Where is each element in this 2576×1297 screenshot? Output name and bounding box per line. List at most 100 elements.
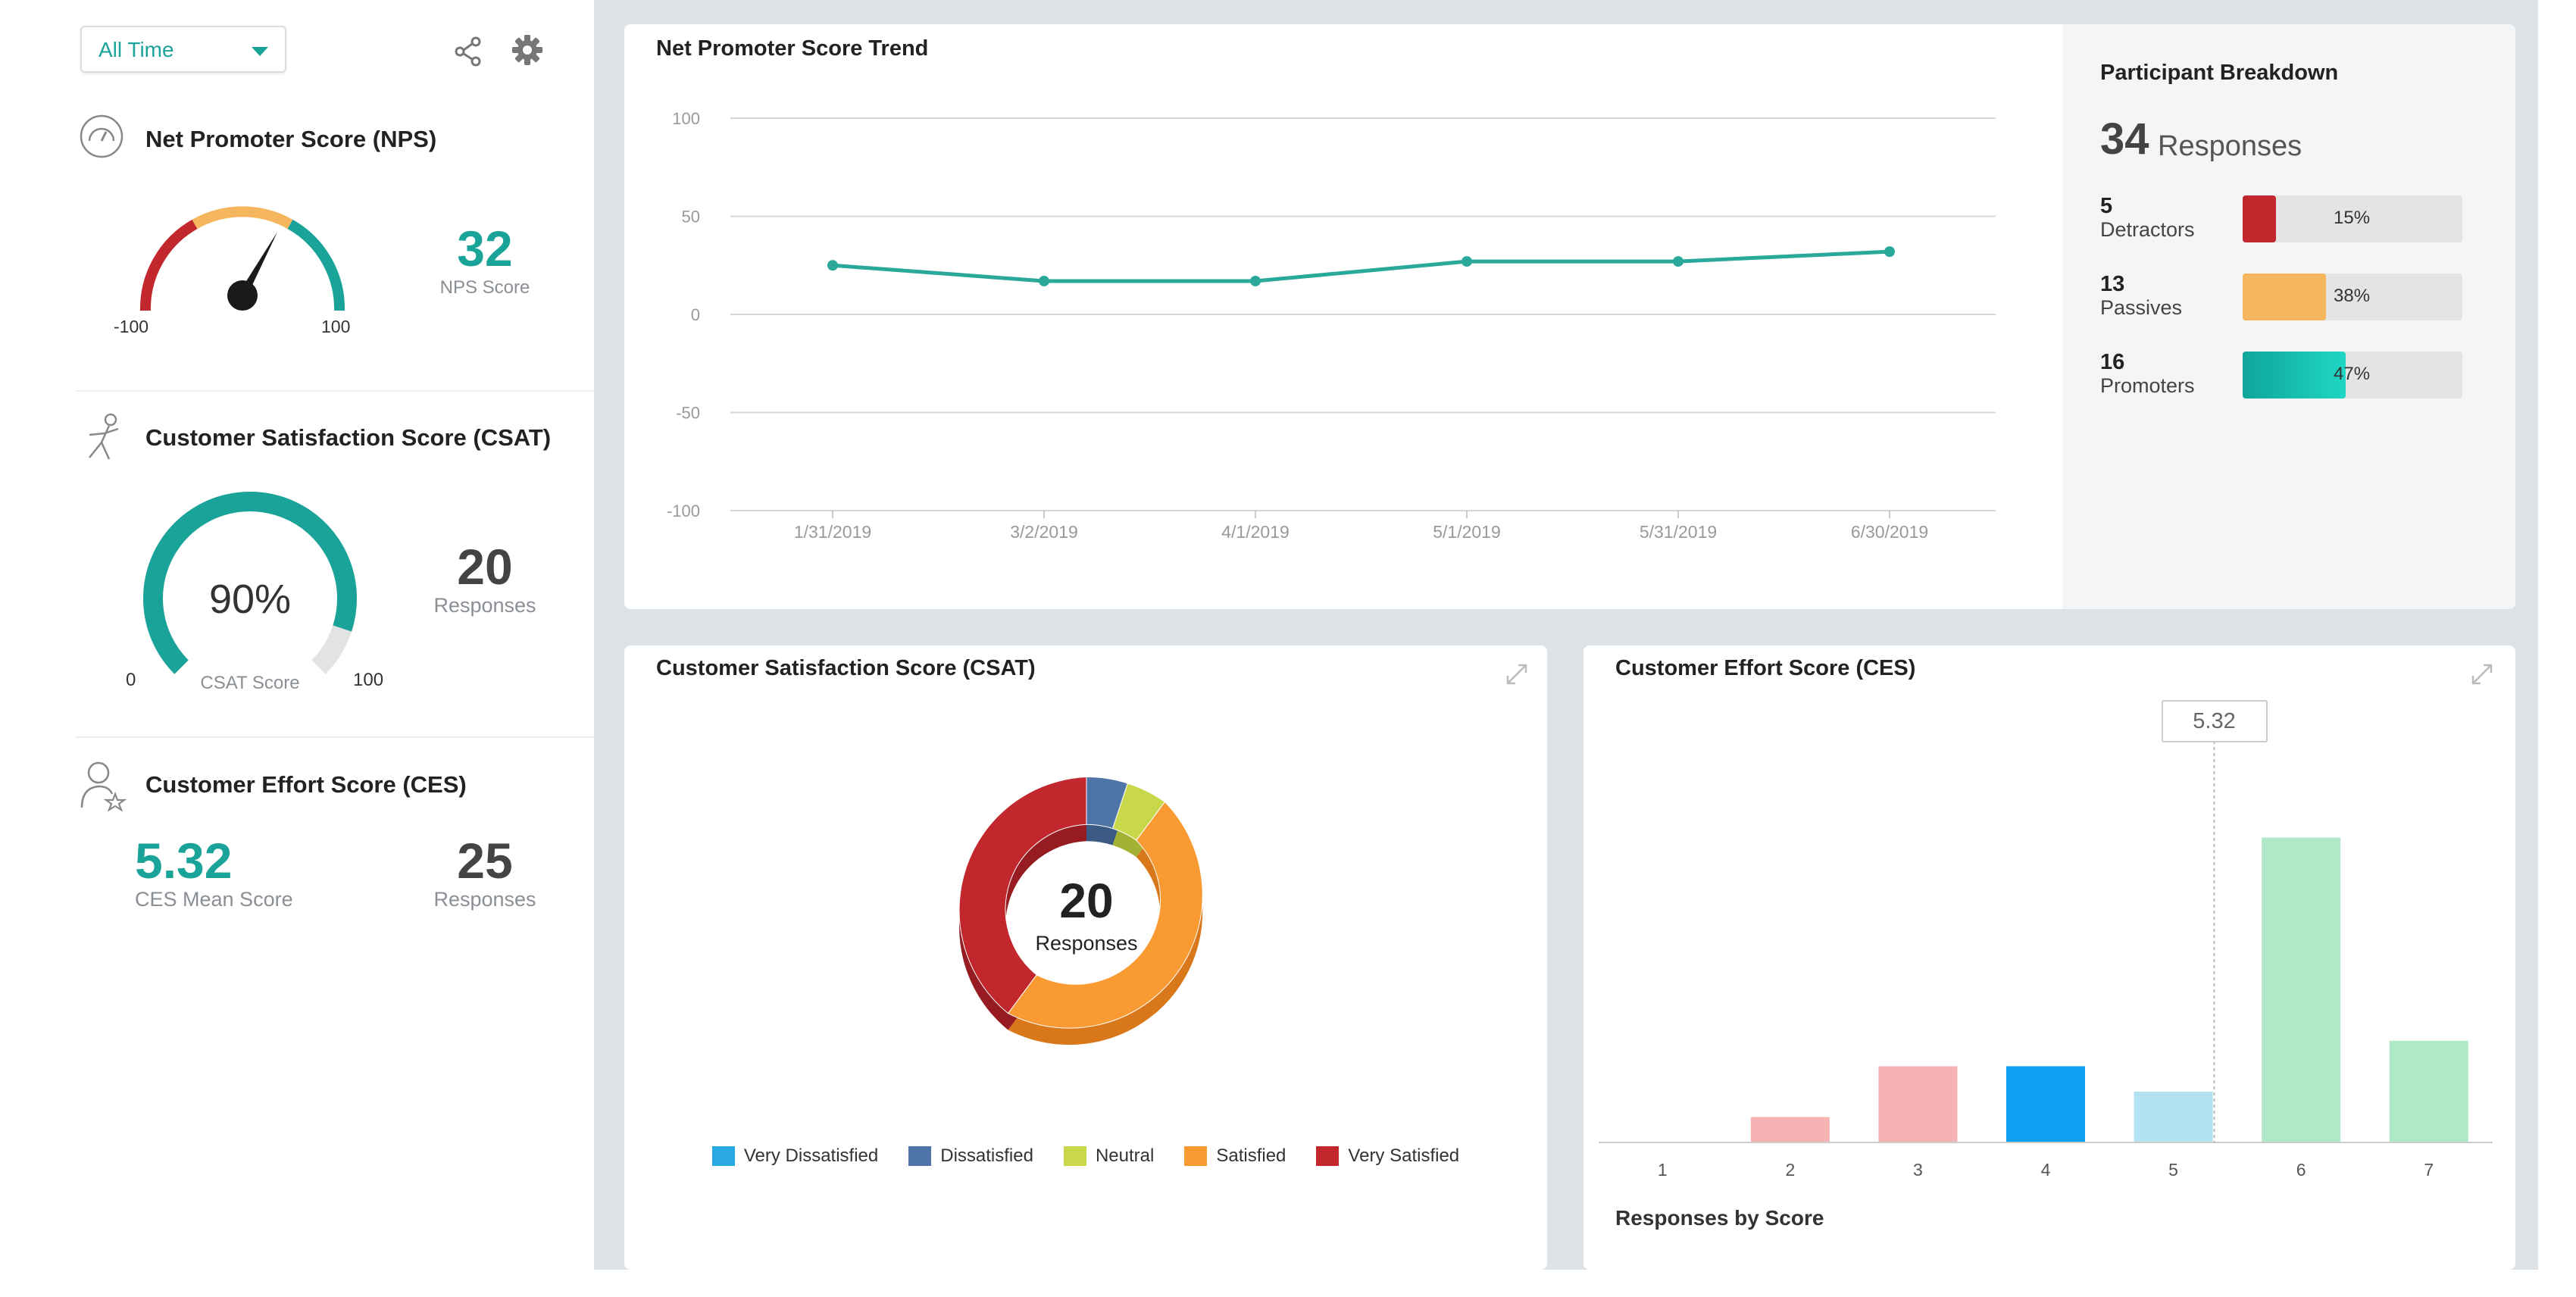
legend-item[interactable]: Very Dissatisfied	[711, 1145, 879, 1167]
breakdown-label: Promoters	[2100, 374, 2195, 397]
x-tick-label: 1/31/2019	[794, 522, 871, 542]
breakdown-label: Detractors	[2100, 218, 2195, 241]
legend-item[interactable]: Neutral	[1063, 1145, 1155, 1167]
trend-title: Net Promoter Score Trend	[656, 36, 929, 61]
ces-bar	[2006, 1066, 2085, 1142]
breakdown-bar: 15%	[2243, 195, 2462, 242]
x-tick-label: 5/1/2019	[1433, 522, 1501, 542]
person-icon	[89, 413, 119, 460]
time-range-value: All Time	[98, 38, 174, 61]
breakdown-bar-fill	[2243, 273, 2327, 320]
ces-responses: 25	[457, 833, 513, 889]
csat-max-label: 100	[353, 670, 384, 690]
x-tick-label: 3/2/2019	[1010, 522, 1078, 542]
x-tick-label: 2	[1785, 1160, 1795, 1176]
breakdown-count: 13	[2100, 272, 2125, 296]
legend-swatch	[1063, 1146, 1086, 1166]
ces-bar	[2389, 1040, 2468, 1142]
nps-gauge	[139, 206, 345, 311]
share-icon[interactable]	[455, 36, 482, 67]
ces-bar	[2134, 1091, 2213, 1142]
legend-swatch	[1184, 1146, 1208, 1166]
x-tick-label: 4	[2041, 1160, 2051, 1176]
breakdown-bar-fill	[2243, 195, 2276, 242]
csat-gauge	[143, 492, 357, 674]
y-tick-label: -50	[676, 404, 700, 423]
breakdown-bar: 38%	[2243, 273, 2462, 320]
data-point	[1884, 246, 1895, 258]
legend-label: Very Dissatisfied	[743, 1145, 879, 1166]
nps-trend-chart: 100 50 0 -50 -100 1/31/2019 3/2/2019 4/1/2019 5/…	[667, 109, 1996, 542]
breakdown-percent: 47%	[2334, 364, 2371, 384]
nps-score: 32	[457, 220, 513, 277]
ces-mean-label: CES Mean Score	[135, 888, 293, 911]
y-tick-label: 0	[691, 305, 700, 324]
series-line	[832, 249, 1890, 283]
legend-swatch	[711, 1146, 735, 1166]
legend-label: Neutral	[1095, 1145, 1155, 1166]
data-point	[1673, 256, 1683, 267]
legend-label: Dissatisfied	[940, 1145, 1033, 1166]
csat-percent: 90%	[208, 577, 292, 622]
legend-item[interactable]: Dissatisfied	[908, 1145, 1033, 1167]
breakdown-percent: 15%	[2334, 208, 2371, 228]
ces-bar	[1750, 1117, 1830, 1142]
nps-title: Net Promoter Score (NPS)	[145, 126, 437, 152]
ces-responses-label: Responses	[433, 888, 536, 911]
legend-label: Very Satisfied	[1348, 1145, 1460, 1166]
csat-card: Customer Satisfaction Score (CSAT) 20 Re…	[624, 645, 1547, 1270]
nps-score-label: NPS Score	[439, 277, 530, 298]
chevron-down-icon	[252, 47, 268, 56]
x-tick-label: 4/1/2019	[1221, 522, 1290, 542]
dashboard-main: Net Promoter Score Trend 100 50 0 -50 -100 1/…	[594, 0, 2538, 1270]
divider	[76, 736, 594, 738]
legend-label: Satisfied	[1216, 1145, 1286, 1166]
breakdown-count: 5	[2100, 194, 2113, 218]
donut-center-value: 20	[1059, 874, 1114, 928]
data-point	[1462, 256, 1472, 267]
data-point	[1250, 275, 1261, 286]
breakdown-total-label: Responses	[2158, 130, 2302, 162]
gear-icon[interactable]	[511, 33, 544, 67]
csat-responses: 20	[457, 539, 513, 595]
csat-responses-label: Responses	[433, 594, 536, 617]
ces-mean-tooltip: 5.32	[2161, 700, 2268, 742]
ces-card: Customer Effort Score (CES) 1 2 3 4 5 6 7 5.32…	[1583, 645, 2515, 1270]
csat-title: Customer Satisfaction Score (CSAT)	[145, 424, 552, 451]
donut-slice	[1007, 801, 1203, 1029]
data-point	[1039, 275, 1049, 286]
csat-min-label: 0	[126, 670, 136, 690]
legend-item[interactable]: Satisfied	[1184, 1145, 1286, 1167]
participant-breakdown: Participant Breakdown 34 Responses 5 Detr…	[2062, 24, 2515, 609]
nps-min-label: -100	[114, 317, 149, 336]
ces-bar	[2262, 837, 2341, 1142]
y-tick-label: -100	[667, 502, 700, 520]
expand-icon[interactable]	[2470, 662, 2494, 686]
x-tick-label: 1	[1658, 1160, 1668, 1176]
nps-trend-card: Net Promoter Score Trend 100 50 0 -50 -100 1/…	[624, 24, 2515, 609]
x-tick-label: 6/30/2019	[1851, 522, 1928, 542]
donut-legend: Very Dissatisfied Dissatisfied Neutral Sati…	[624, 1145, 1547, 1167]
ces-mean: 5.32	[135, 833, 233, 889]
breakdown-label: Passives	[2100, 296, 2183, 319]
person-star-icon	[80, 761, 127, 812]
x-tick-label: 7	[2424, 1160, 2434, 1176]
y-tick-label: 100	[672, 109, 700, 128]
x-tick-label: 5	[2168, 1160, 2178, 1176]
legend-swatch	[908, 1146, 932, 1166]
y-tick-label: 50	[682, 208, 700, 227]
x-tick-label: 5/31/2019	[1640, 522, 1717, 542]
breakdown-bar-fill	[2243, 352, 2346, 398]
breakdown-percent: 38%	[2334, 286, 2371, 306]
csat-donut-chart	[958, 776, 1203, 1045]
ces-bar-chart: 1 2 3 4 5 6 7	[1599, 741, 2493, 1176]
summary-sidebar: All Time Net Promoter Score (NPS)	[0, 0, 594, 1297]
expand-icon[interactable]	[1505, 662, 1529, 686]
donut-center-label: Responses	[1035, 932, 1138, 955]
time-range-select[interactable]: All Time	[80, 26, 286, 73]
divider	[76, 390, 594, 392]
data-point	[827, 260, 838, 271]
ces-card-title: Customer Effort Score (CES)	[1615, 656, 1916, 680]
legend-item[interactable]: Very Satisfied	[1316, 1145, 1459, 1167]
breakdown-total: 34	[2100, 114, 2149, 164]
